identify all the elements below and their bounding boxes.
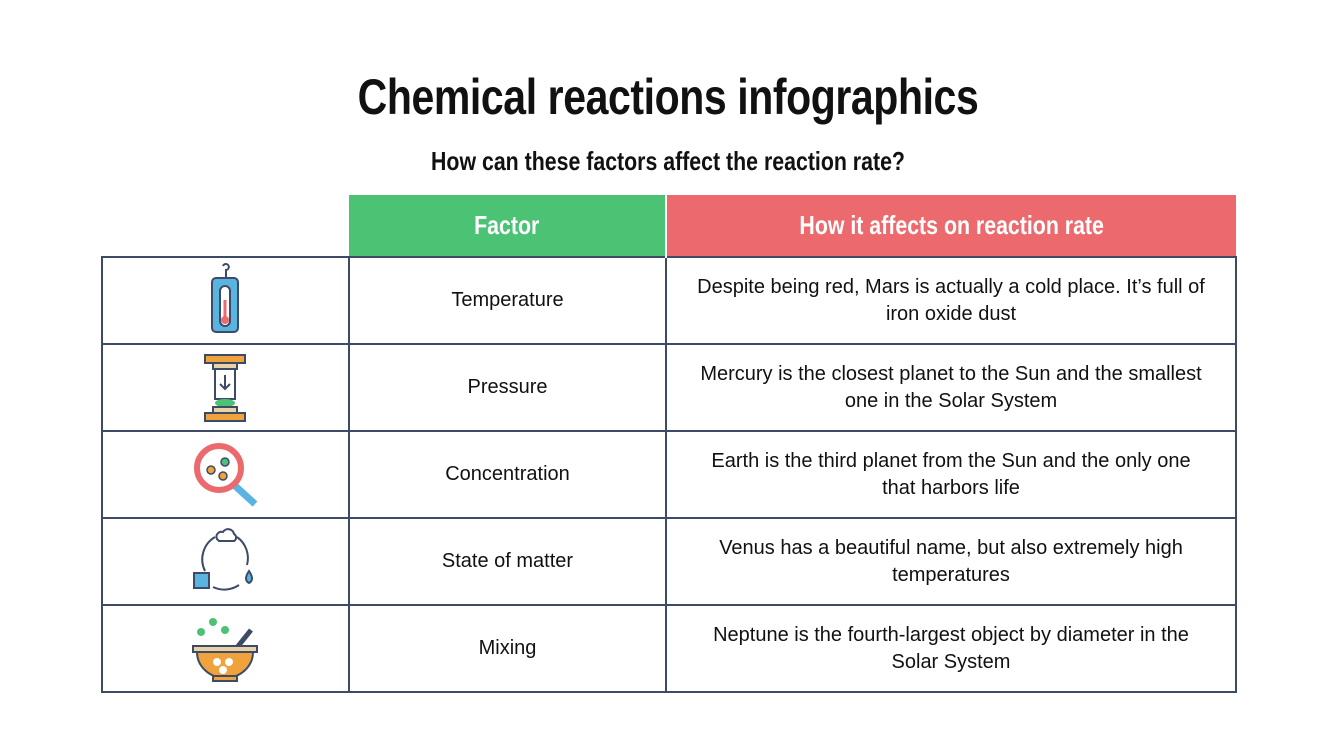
table-row: Temperature Despite being red, Mars is ac… — [101, 256, 1237, 345]
header-cell: How it affects on reaction rate — [666, 195, 1236, 257]
factor-cell: Mixing — [348, 604, 667, 693]
table: Factor How it affects on reaction rate T… — [101, 195, 1237, 693]
thermometer-icon — [211, 263, 239, 333]
factor-cell: Pressure — [348, 343, 667, 432]
magnifier-icon — [194, 443, 258, 507]
table-row: Mixing Neptune is the fourth-largest obje… — [101, 604, 1237, 693]
mortar-icon — [192, 618, 258, 682]
state-icon — [193, 528, 253, 591]
empty-header — [102, 195, 349, 257]
pressure-icon — [204, 354, 246, 422]
effect-cell: Earth is the third planet from the Sun a… — [665, 430, 1237, 519]
table-row: Concentration Earth is the third planet f… — [101, 430, 1237, 519]
header-row: Factor How it affects on reaction rate — [102, 195, 1236, 257]
effect-cell: Mercury is the closest planet to the Sun… — [665, 343, 1237, 432]
table-row: Pressure Mercury is the closest planet to… — [101, 343, 1237, 432]
table-row: State of matter Venus has a beautiful nam… — [101, 517, 1237, 606]
effect-cell: Despite being red, Mars is actually a co… — [665, 256, 1237, 345]
effect-cell: Neptune is the fourth-largest object by … — [665, 604, 1237, 693]
factor-cell: Temperature — [348, 256, 667, 345]
subtitle: How can these factors affect the reactio… — [431, 146, 905, 176]
header-cell: Factor — [349, 195, 667, 257]
header-text: Factor — [474, 210, 540, 240]
table-body: Temperature Despite being red, Mars is ac… — [101, 256, 1237, 693]
factor-cell: State of matter — [348, 517, 667, 606]
header-text: How it affects on reaction rate — [799, 210, 1104, 240]
factor-cell: Concentration — [348, 430, 667, 519]
effect-cell: Venus has a beautiful name, but also ext… — [665, 517, 1237, 606]
title: Chemical reactions infographics — [357, 69, 979, 125]
